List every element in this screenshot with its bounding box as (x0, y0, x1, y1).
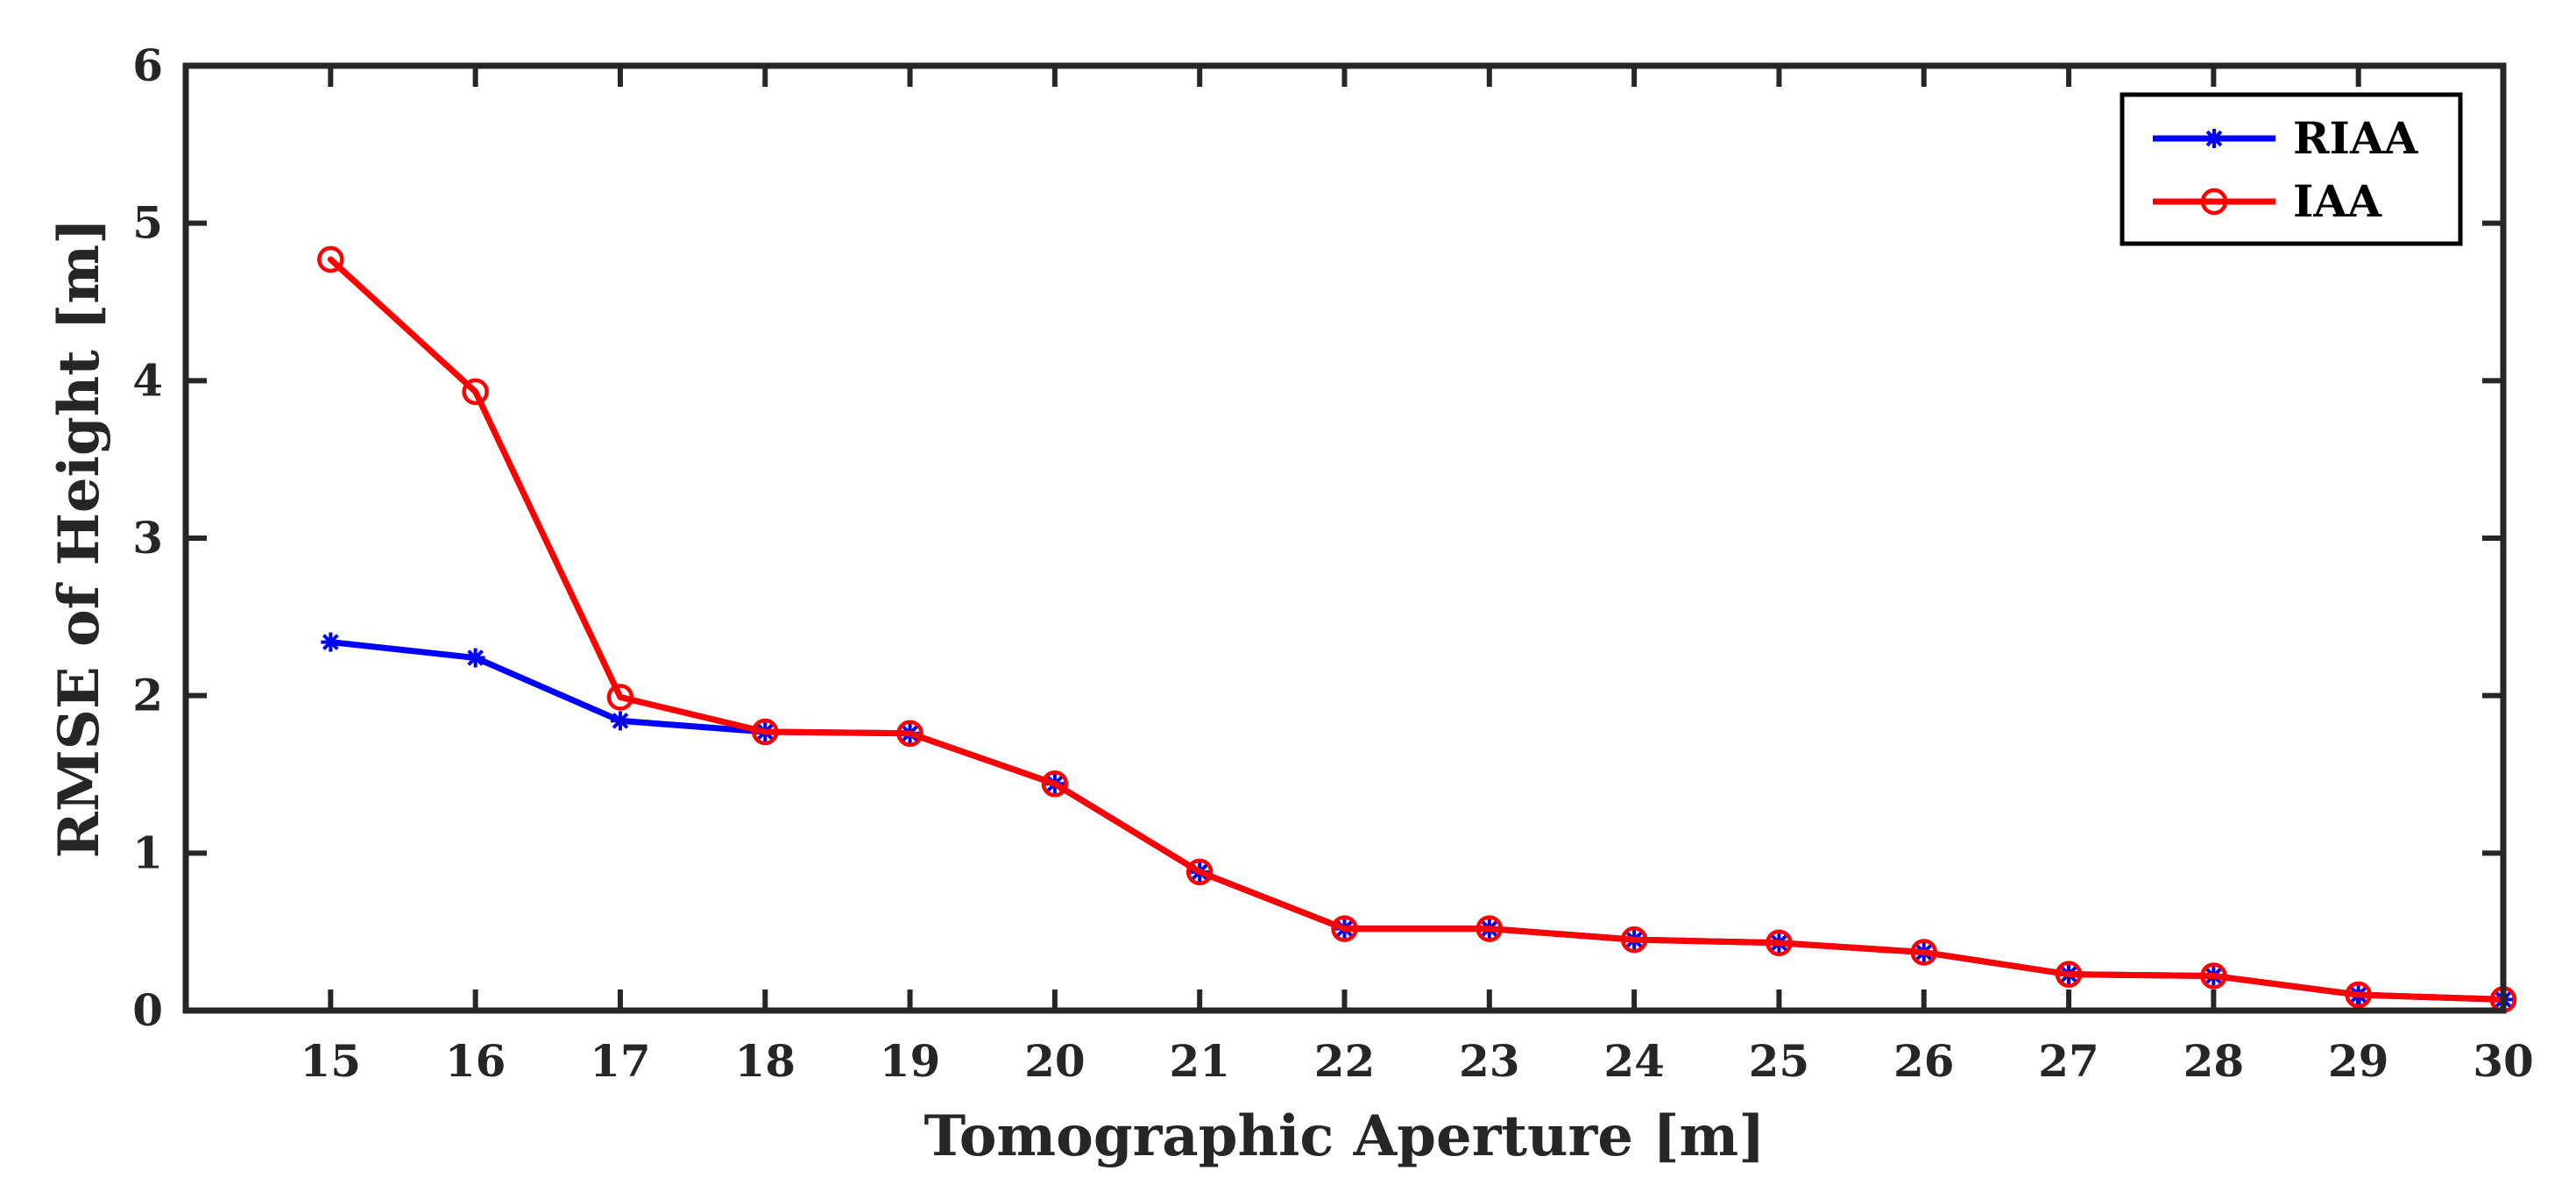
x-axis-label: Tomographic Aperture [m] (924, 1103, 1765, 1169)
data-point-iaa (462, 378, 489, 406)
data-point-iaa (1766, 929, 1793, 956)
x-tick-label: 29 (2328, 1035, 2389, 1087)
data-point-iaa (2200, 962, 2227, 990)
data-point-iaa (1910, 939, 1937, 966)
legend-marker-riaa (2204, 129, 2224, 148)
y-tick-label: 3 (132, 512, 163, 564)
x-tick-label: 19 (880, 1035, 941, 1087)
data-point-iaa (606, 684, 634, 711)
marker-stroke (467, 649, 484, 666)
x-tick-label: 25 (1749, 1035, 1810, 1087)
x-tick-label: 17 (590, 1035, 651, 1087)
x-tick-label: 20 (1024, 1035, 1086, 1087)
data-point-riaa (610, 711, 630, 731)
y-tick-label: 1 (132, 827, 163, 878)
legend-box (2120, 92, 2463, 246)
x-tick-label: 15 (301, 1035, 362, 1087)
data-point-iaa (1331, 915, 1358, 942)
x-tick-label: 23 (1459, 1035, 1520, 1087)
data-point-iaa (2055, 961, 2083, 988)
x-tick-label: 30 (2473, 1035, 2534, 1087)
x-tick-label: 18 (734, 1035, 796, 1087)
marker-stroke (2205, 130, 2223, 147)
data-point-iaa (1476, 915, 1504, 942)
data-point-iaa (752, 718, 779, 746)
data-point-iaa (1620, 926, 1648, 954)
series-layer (317, 245, 2517, 1013)
y-tick-label: 2 (132, 670, 163, 721)
x-tick-label: 22 (1314, 1035, 1376, 1087)
legend: RIAA IAA (2120, 92, 2463, 246)
y-tick-label: 5 (132, 197, 163, 249)
x-tick-label: 21 (1169, 1035, 1230, 1087)
series-line-iaa (327, 256, 2507, 1003)
data-point-iaa (896, 720, 924, 748)
y-tick-label: 0 (132, 984, 163, 1036)
data-point-iaa (1041, 770, 1069, 798)
y-tick-label: 4 (132, 354, 163, 406)
marker-stroke (322, 634, 339, 650)
legend-marker-iaa (2200, 188, 2228, 216)
x-axis-ticks: 15 16 17 18 19 20 21 22 23 24 25 26 27 28 29 30 (301, 66, 2534, 1087)
data-point-iaa (1185, 858, 1214, 886)
x-tick-label: 28 (2183, 1035, 2245, 1087)
data-point-iaa (2345, 981, 2372, 1009)
data-point-riaa (321, 632, 341, 652)
marker-stroke (612, 713, 629, 729)
data-point-riaa (465, 648, 485, 668)
x-tick-label: 24 (1603, 1035, 1665, 1087)
data-point-iaa (317, 245, 344, 273)
x-tick-label: 27 (2038, 1035, 2099, 1087)
legend-label-riaa: RIAA (2293, 112, 2419, 164)
plot-frame (182, 62, 2507, 1014)
y-axis-label: RMSE of Height [m] (46, 218, 112, 859)
legend-label-iaa: IAA (2293, 175, 2382, 227)
y-tick-label: 6 (132, 39, 163, 91)
x-tick-label: 26 (1893, 1035, 1955, 1087)
x-tick-label: 16 (445, 1035, 506, 1087)
